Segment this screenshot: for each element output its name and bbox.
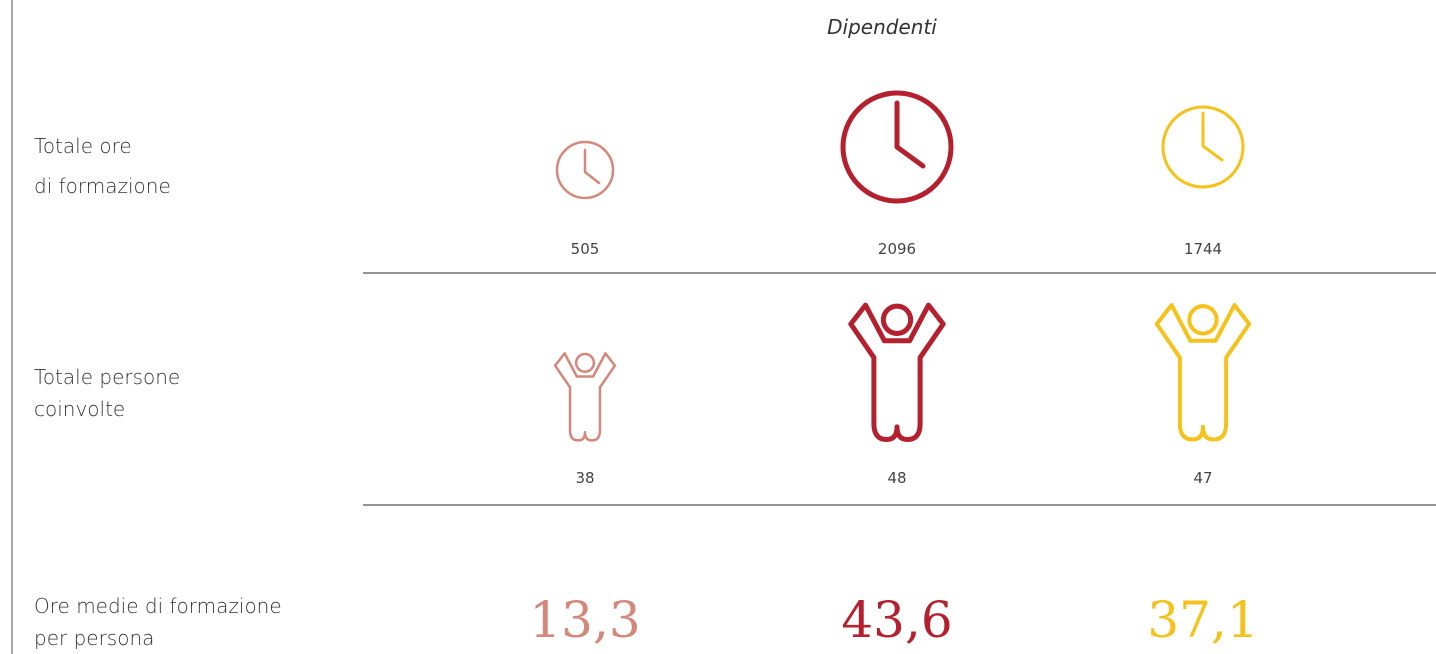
big-value: 37,1 (1147, 591, 1258, 649)
row-label: Totale ore di formazione (34, 134, 171, 198)
value: 38 (575, 469, 594, 487)
value: 48 (887, 469, 906, 487)
value: 1744 (1184, 240, 1222, 258)
clock-icon (555, 140, 615, 200)
person-icon (554, 352, 616, 442)
value: 47 (1193, 469, 1212, 487)
clock-icon (840, 90, 954, 204)
big-value: 13,3 (529, 591, 640, 649)
row-label: Totale persone coinvolte (34, 365, 187, 421)
big-value: 43,6 (841, 591, 952, 649)
person-icon (1157, 305, 1249, 439)
value: 2096 (878, 240, 916, 258)
header-title: Dipendenti (827, 15, 937, 39)
clock-icon (1161, 105, 1245, 189)
person-icon (851, 305, 943, 439)
value: 505 (571, 240, 600, 258)
row-label: Ore medie di formazione per persona (34, 594, 288, 650)
